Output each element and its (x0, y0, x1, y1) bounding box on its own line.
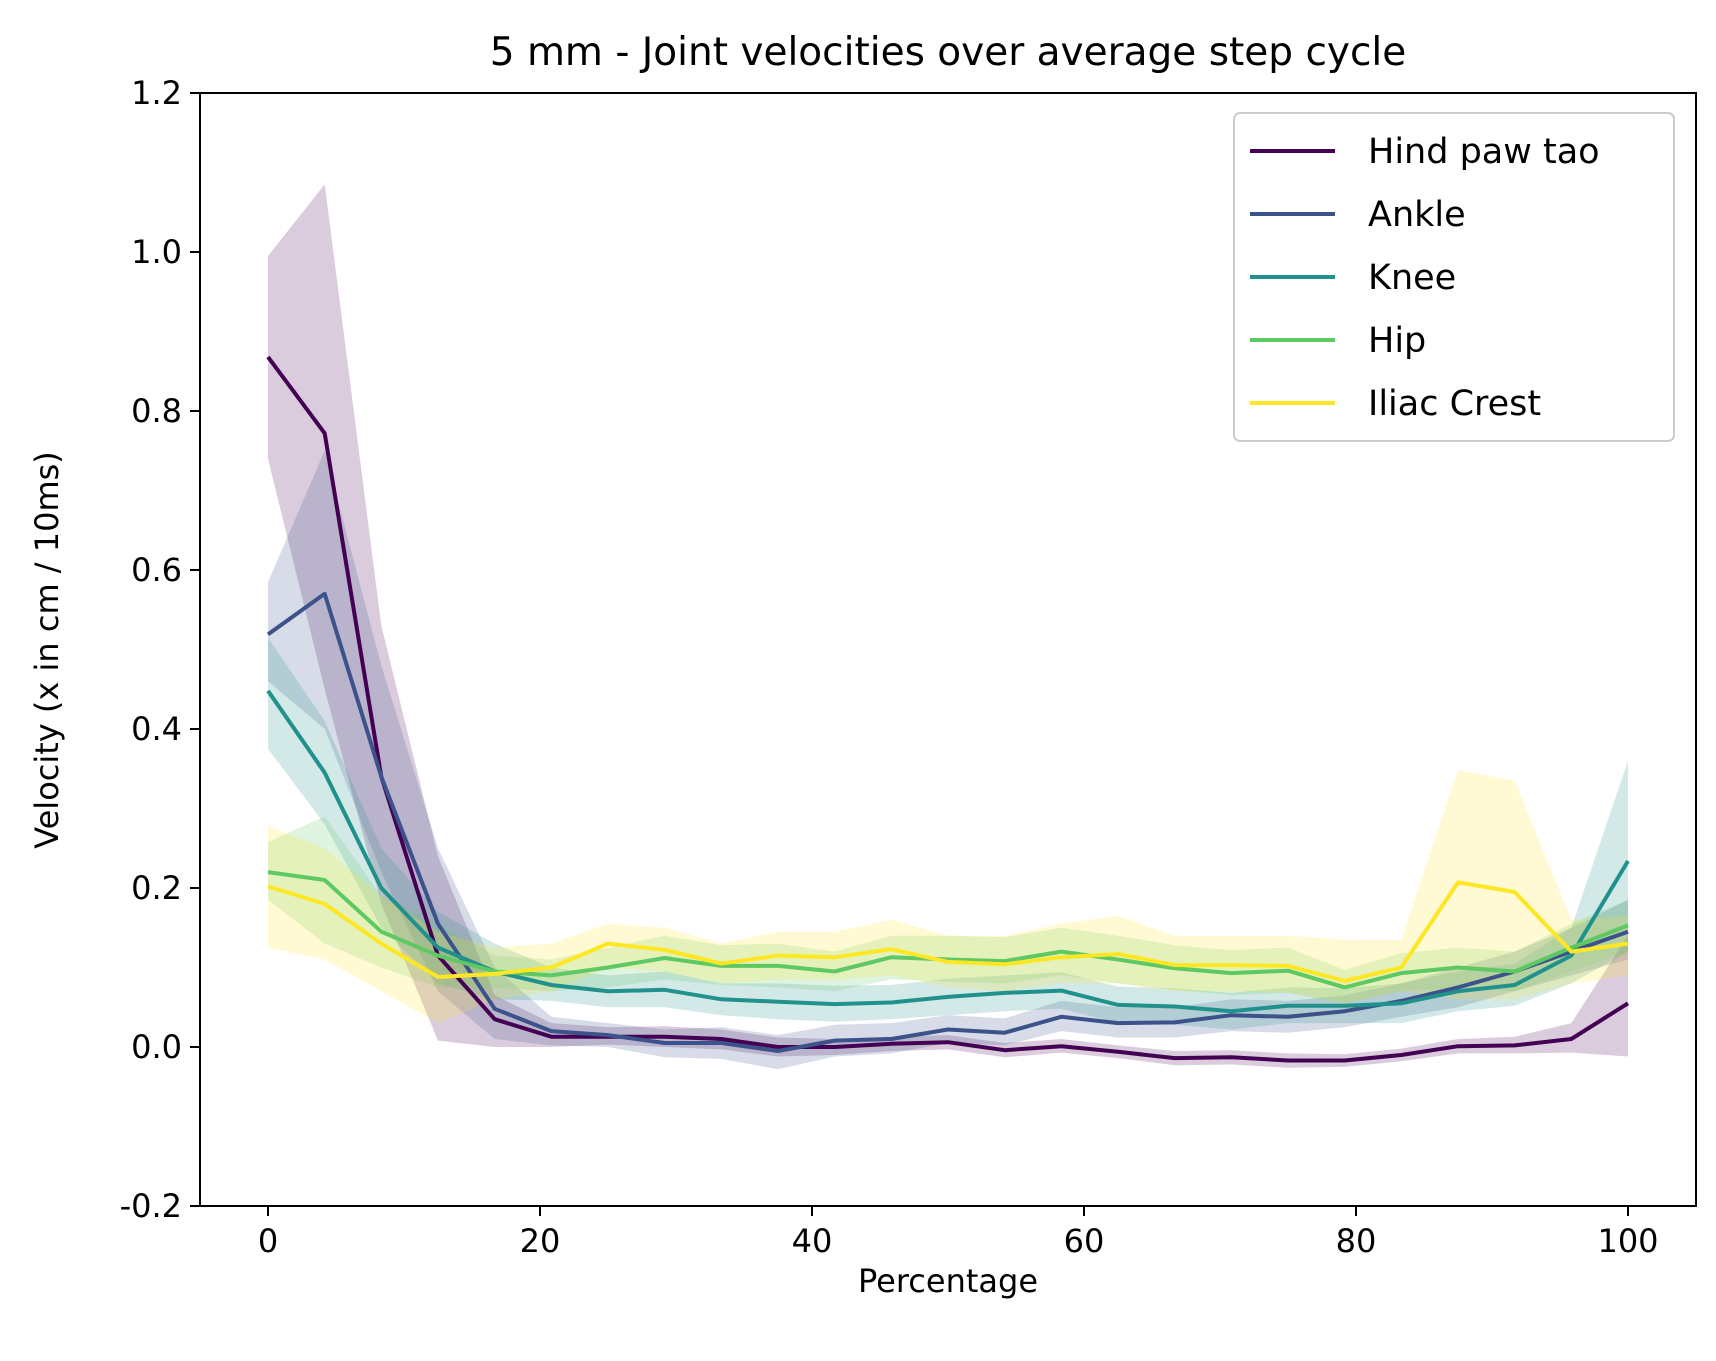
x-tick-label: 20 (520, 1222, 561, 1260)
band-hip (268, 816, 1628, 1004)
band-iliac-crest (268, 770, 1628, 1024)
confidence-bands (268, 184, 1628, 1070)
plot-frame (199, 92, 1697, 1207)
y-tick-label: 0.8 (131, 392, 182, 430)
legend-label-hind-paw-tao: Hind paw tao (1368, 132, 1600, 172)
y-axis: -0.2 0.0 0.2 0.4 0.6 0.8 1.0 1.2 (120, 74, 200, 1225)
line-ankle (266, 591, 1629, 1053)
legend: Hind paw tao Ankle Knee Hip Iliac Crest (1233, 112, 1675, 442)
y-tick-label: 0.0 (131, 1028, 182, 1066)
legend-label-hip: Hip (1368, 321, 1426, 361)
legend-label-ankle: Ankle (1368, 195, 1466, 235)
line-hip (267, 870, 1629, 990)
x-tick-label: 0 (258, 1222, 278, 1260)
y-tick-label: 1.0 (131, 233, 182, 271)
y-tick-label: 0.4 (131, 710, 182, 748)
x-tick-label: 40 (792, 1222, 833, 1260)
y-tick-label: 0.2 (131, 869, 182, 907)
y-axis-label: Velocity (x in cm / 10ms) (28, 451, 66, 849)
chart-title: 5 mm - Joint velocities over average ste… (490, 30, 1407, 75)
series-lines (266, 355, 1630, 1063)
x-axis: 0 20 40 60 80 100 (258, 1206, 1659, 1260)
x-tick-label: 80 (1336, 1222, 1377, 1260)
legend-label-knee: Knee (1368, 258, 1456, 298)
x-axis-label: Percentage (858, 1262, 1038, 1300)
y-tick-label: -0.2 (120, 1187, 182, 1225)
band-knee (268, 637, 1628, 1030)
y-tick-label: 1.2 (131, 74, 182, 112)
legend-box (1233, 112, 1675, 442)
legend-label-iliac-crest: Iliac Crest (1368, 384, 1541, 424)
line-iliac-crest (267, 880, 1629, 983)
y-tick-label: 0.6 (131, 551, 182, 589)
line-hind-paw-tao (266, 355, 1630, 1063)
x-tick-label: 60 (1064, 1222, 1105, 1260)
x-tick-label: 100 (1597, 1222, 1658, 1260)
